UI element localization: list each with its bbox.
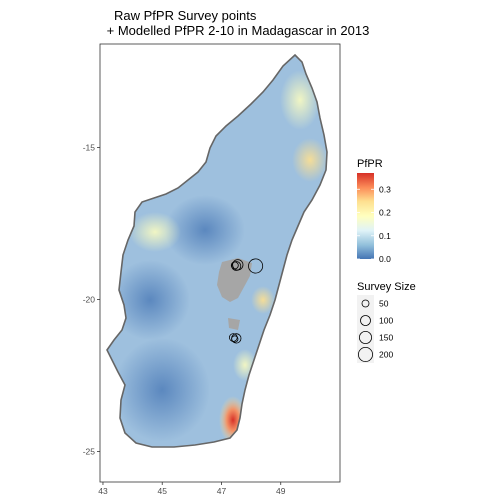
size-legend-circle: [361, 299, 370, 308]
survey-point: [232, 259, 244, 271]
pfpr-low-central: [165, 195, 245, 265]
map-title: Raw PfPR Survey points: [114, 8, 257, 23]
survey-size-legend: Survey Size 50 100 150 200: [357, 281, 416, 363]
y-axis: -15 -20 -25: [83, 142, 100, 457]
pfpr-low-west: [110, 260, 190, 340]
highland-no-data: [217, 258, 252, 302]
size-legend-label: 50: [379, 299, 389, 309]
y-tick-label: -25: [83, 447, 96, 457]
size-legend-key: [357, 312, 374, 329]
size-legend-label: 100: [379, 316, 393, 326]
x-tick-label: 45: [157, 486, 167, 496]
size-legend-key: [357, 295, 374, 312]
x-tick-label: 49: [276, 486, 286, 496]
pfpr-warm-northeast: [292, 138, 327, 182]
y-tick-label: -15: [83, 142, 96, 152]
pfpr-warm-west-coast: [129, 212, 181, 252]
survey-point: [248, 258, 264, 274]
x-tick-label: 47: [217, 486, 227, 496]
survey-size-legend-title: Survey Size: [357, 281, 416, 293]
size-legend-circle: [358, 330, 372, 344]
pfpr-low-southwest: [114, 338, 210, 442]
size-legend-entries: 50 100 150 200: [357, 295, 393, 363]
highland-no-data-south: [228, 318, 240, 330]
pfpr-legend-ticks: 0.0 0.1 0.2 0.3: [357, 184, 391, 264]
pfpr-colorbar: [357, 173, 374, 259]
x-tick-label: 43: [98, 486, 108, 496]
y-tick-label: -20: [83, 295, 96, 305]
x-axis: 43 45 47 49: [98, 482, 286, 496]
colorbar-tick-label: 0.3: [379, 184, 391, 194]
pfpr-legend: PfPR 0.0 0.1 0.2 0.3: [357, 158, 391, 264]
survey-point: [229, 333, 238, 342]
survey-points-layer: [229, 258, 264, 344]
survey-point: [231, 335, 239, 343]
pfpr-warm-east-coast: [251, 286, 275, 314]
colorbar-tick-label: 0.1: [379, 231, 391, 241]
size-legend-circle: [360, 315, 371, 326]
colorbar-tick-label: 0.0: [379, 254, 391, 264]
pfpr-legend-title: PfPR: [357, 158, 383, 170]
map-subtitle: + Modelled PfPR 2-10 in Madagascar in 20…: [103, 23, 369, 38]
size-legend-circle: [357, 346, 373, 362]
survey-point: [231, 261, 242, 271]
colorbar-tick-label: 0.2: [379, 208, 391, 218]
size-legend-label: 200: [379, 350, 393, 360]
size-legend-key: [357, 346, 374, 363]
size-legend-label: 150: [379, 333, 393, 343]
